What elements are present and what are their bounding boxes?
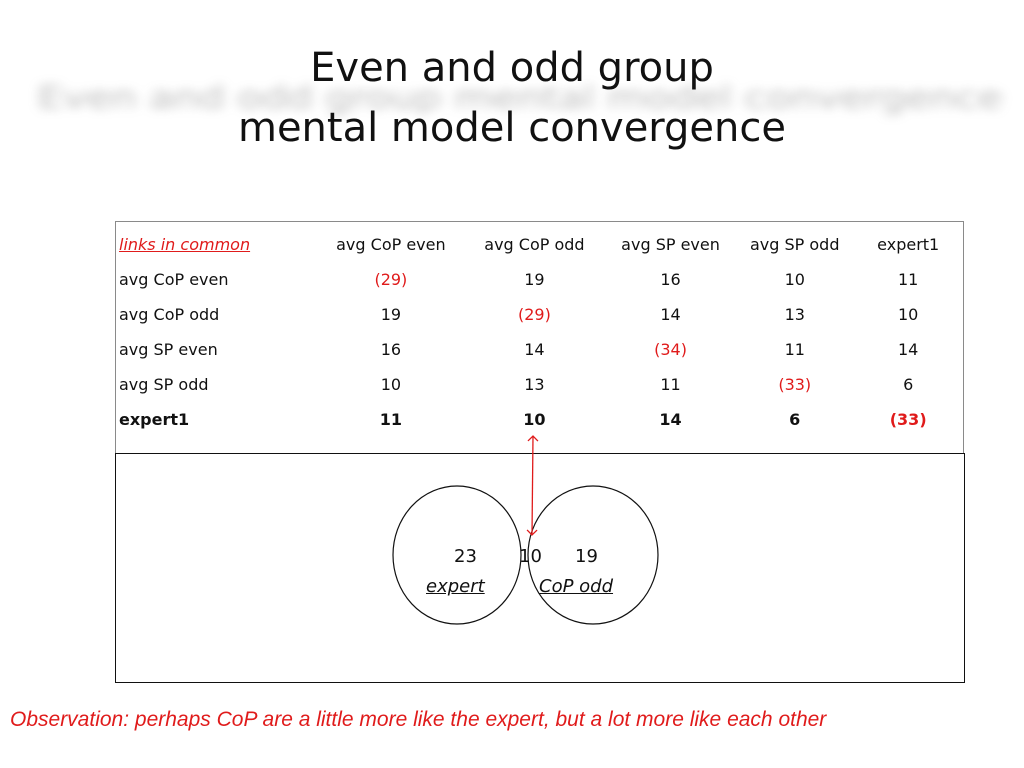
venn-diagram bbox=[392, 485, 659, 625]
table-cell: (29) bbox=[518, 305, 551, 324]
table-cell: 19 bbox=[380, 305, 402, 324]
row-label: expert1 bbox=[119, 410, 190, 429]
title-shadow-line2: mental model convergence bbox=[454, 79, 1003, 117]
table-row: expert1 11 10 14 6 (33) bbox=[116, 402, 963, 437]
venn-left-count: 23 bbox=[454, 546, 477, 567]
table-cell: (29) bbox=[374, 270, 408, 289]
column-header: expert1 bbox=[877, 235, 940, 254]
table-cell: 10 bbox=[898, 305, 919, 324]
venn-right-name: CoP odd bbox=[539, 576, 614, 597]
table-cell: 11 bbox=[379, 410, 403, 429]
table-row: avg SP odd 10 13 11 (33) 6 bbox=[116, 367, 963, 402]
table-cell: 10 bbox=[784, 270, 805, 289]
slide-title: Even and odd group mental model converge… bbox=[0, 38, 1024, 158]
column-header: avg CoP odd bbox=[484, 235, 585, 254]
table-cell: 14 bbox=[524, 340, 545, 359]
column-header: avg SP even bbox=[621, 235, 720, 254]
table-cell: 6 bbox=[903, 375, 914, 394]
row-label: avg CoP odd bbox=[119, 305, 220, 324]
table-cell: 14 bbox=[659, 410, 682, 429]
venn-right-count: 19 bbox=[575, 546, 598, 567]
venn-overlap-count: 10 bbox=[519, 546, 542, 567]
table-cell: 14 bbox=[660, 305, 681, 324]
column-header: avg SP odd bbox=[749, 235, 840, 254]
table-row: avg SP even 16 14 (34) 11 14 bbox=[116, 332, 963, 367]
table-cell: 11 bbox=[898, 270, 919, 289]
title-shadow: Even and odd group mental model converge… bbox=[8, 74, 1024, 122]
corner-label: links in common bbox=[119, 235, 251, 254]
table-cell: (33) bbox=[889, 410, 927, 429]
table-cell: 6 bbox=[789, 410, 801, 429]
title-line2: mental model convergence bbox=[237, 105, 786, 151]
observation-text: Observation: perhaps CoP are a little mo… bbox=[10, 708, 827, 731]
table-row: avg CoP even (29) 19 16 10 11 bbox=[116, 262, 963, 297]
title-line1: Even and odd group bbox=[310, 45, 714, 91]
column-header: avg CoP even bbox=[336, 235, 446, 254]
title-shadow-line1: Even and odd group bbox=[37, 79, 442, 117]
table-row: avg CoP odd 19 (29) 14 13 10 bbox=[116, 297, 963, 332]
links-table: links in common avg CoP even avg CoP odd… bbox=[116, 227, 963, 437]
table-cell: (33) bbox=[778, 375, 812, 394]
table-cell: 19 bbox=[524, 270, 545, 289]
cop-odd-circle bbox=[527, 485, 659, 625]
expert-circle bbox=[392, 485, 522, 625]
table-cell: 10 bbox=[523, 410, 546, 429]
table-cell: 16 bbox=[660, 270, 681, 289]
table-cell: 10 bbox=[380, 375, 402, 394]
table-cell: 11 bbox=[660, 375, 681, 394]
slide-title-area: Even and odd group mental model converge… bbox=[0, 38, 1024, 158]
row-label: avg CoP even bbox=[119, 270, 229, 289]
table-cell: 11 bbox=[784, 340, 805, 359]
links-table-box: links in common avg CoP even avg CoP odd… bbox=[115, 221, 964, 453]
table-cell: 14 bbox=[898, 340, 919, 359]
venn-left-name: expert bbox=[426, 576, 485, 597]
table-header-row: links in common avg CoP even avg CoP odd… bbox=[116, 227, 963, 262]
venn-diagram-box: 23 10 19 expert CoP odd bbox=[115, 453, 965, 683]
table-cell: (34) bbox=[654, 340, 687, 359]
row-label: avg SP odd bbox=[119, 375, 209, 394]
row-label: avg SP even bbox=[119, 340, 218, 359]
table-cell: 13 bbox=[784, 305, 805, 324]
table-cell: 13 bbox=[524, 375, 545, 394]
table-cell: 16 bbox=[380, 340, 402, 359]
